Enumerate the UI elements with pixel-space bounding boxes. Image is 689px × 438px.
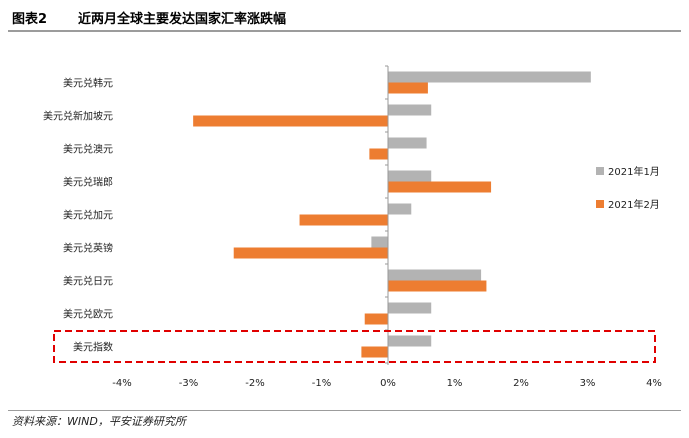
x-tick-label: 1% [447,378,463,389]
bar-feb [233,247,388,259]
bar-jan [388,71,591,83]
x-tick-label: 3% [580,378,596,389]
bar-jan [388,137,427,149]
category-label: 美元指数 [73,341,113,354]
x-axis-ticks: -4% -3% -2% -1% 0% 1% 2% 3% 4% [112,65,662,389]
x-tick-label: 0% [380,378,396,389]
x-tick-label: -2% [245,378,264,389]
bar-jan [388,203,412,215]
figure-header: 图表2 近两月全球主要发达国家汇率涨跌幅 [8,6,681,32]
legend: 2021年1月 2021年2月 [596,165,660,211]
category-labels: 美元兑韩元美元兑新加坡元美元兑澳元美元兑瑞郎美元兑加元美元兑英镑美元兑日元美元兑… [43,77,113,354]
bar-feb [388,181,492,193]
legend-label: 2021年2月 [608,198,660,211]
figure-source: 资料来源：WIND，平安证券研究所 [12,415,186,428]
bar-jan [388,269,482,281]
bar-jan [388,104,432,116]
bar-feb [299,214,388,226]
legend-swatch [596,200,604,208]
bar-feb [364,313,388,325]
bar-feb [388,82,428,94]
category-label: 美元兑欧元 [63,308,113,321]
legend-label: 2021年1月 [608,165,660,178]
highlight-layer [53,330,656,363]
category-label: 美元兑韩元 [63,77,113,90]
bar-jan [388,302,432,314]
x-tick-label: 2% [513,378,529,389]
category-label: 美元兑澳元 [63,143,113,156]
category-label: 美元兑新加坡元 [43,110,113,123]
bar-jan [388,170,432,182]
bar-feb [193,115,388,127]
bar-jan [388,335,432,347]
x-tick-label: -1% [312,378,331,389]
x-tick-label: -3% [179,378,198,389]
source-divider [8,410,681,411]
category-label: 美元兑瑞郎 [63,176,113,189]
figure-title: 近两月全球主要发达国家汇率涨跌幅 [78,12,287,27]
bar-feb [369,148,388,160]
bar-jan [371,236,388,248]
bar-feb [361,346,388,358]
category-label: 美元兑加元 [63,209,113,222]
legend-swatch [596,167,604,175]
bars-layer [193,71,591,358]
x-tick-label: -4% [112,378,131,389]
category-label: 美元兑日元 [63,275,113,288]
bar-feb [388,280,487,292]
figure-label: 图表2 [12,12,48,27]
category-label: 美元兑英镑 [63,242,113,255]
x-tick-label: 4% [646,378,662,389]
highlight-box [53,330,656,363]
